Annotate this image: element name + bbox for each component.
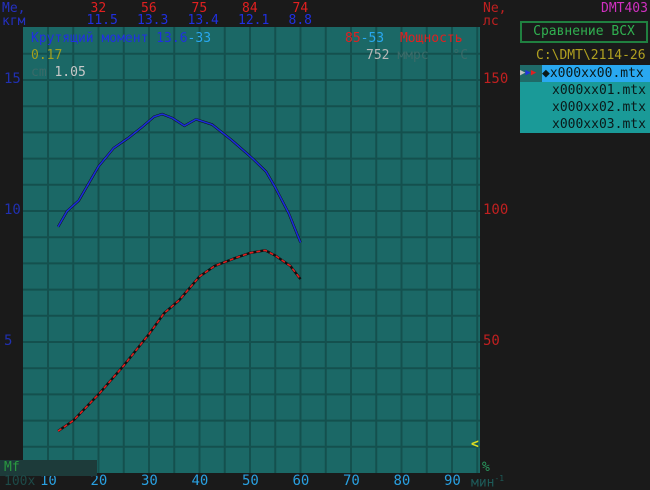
torque-legend: Крутящий момент 13.6-33: [31, 31, 212, 46]
y-right-tick: 50: [483, 333, 500, 349]
rpm-unit: мин-1: [471, 474, 505, 490]
header-torque-50: 12.1: [238, 13, 270, 28]
torque-line: [57, 113, 302, 243]
x-tick: 70: [343, 473, 360, 489]
header-power-50: 84: [242, 1, 258, 16]
x-tick: 40: [191, 473, 209, 489]
power-legend: 85-53 Мощность: [345, 31, 463, 46]
file-item[interactable]: x000xx03.mtx: [552, 117, 646, 132]
y-left-tick: 5: [4, 333, 13, 349]
header-torque-40: 13.4: [187, 13, 219, 28]
compare-button[interactable]: Сравнение ВСХ: [520, 21, 648, 43]
yellow-value: 0.17: [31, 48, 63, 63]
file-item[interactable]: x000xx01.mtx: [552, 83, 646, 98]
series-shadow: [57, 248, 302, 433]
percent-label: %: [482, 460, 490, 475]
file-item[interactable]: x000xx02.mtx: [552, 100, 646, 115]
left-unit: Me, кгм: [2, 1, 26, 29]
x-tick: 30: [141, 473, 158, 489]
selection-arrows-icon: ▶▶▶: [520, 65, 542, 82]
marker-icon[interactable]: <: [471, 437, 479, 452]
file-item[interactable]: ◆x000xx00.mtx: [520, 65, 650, 82]
cm-readout: cm 1.05: [31, 65, 86, 80]
app-title: DMT403: [601, 1, 648, 16]
right-unit: Ne, лс: [483, 1, 507, 29]
header-torque-60: 8.8: [288, 13, 312, 28]
mf-panel: Mf: [0, 460, 97, 476]
y-right-tick: 100: [483, 202, 509, 218]
power-line: [57, 249, 302, 432]
header-power-60: 74: [292, 1, 309, 16]
x-tick: 90: [444, 473, 461, 489]
x-tick: 20: [90, 473, 108, 489]
temp-readout: 752 ммрс °C: [366, 48, 469, 63]
y-left-tick: 15: [4, 71, 21, 87]
path-label: C:\DMT\2114-26: [536, 48, 646, 63]
header-torque-30: 13.3: [137, 13, 169, 28]
x-tick: 80: [393, 473, 411, 489]
header-power-20: 32: [90, 1, 107, 16]
y-right-tick: 150: [483, 71, 509, 87]
x-tick: 10: [40, 473, 57, 489]
header-torque-20: 11.5: [86, 13, 118, 28]
chart-svg: [23, 27, 480, 473]
chart-area: Крутящий момент 13.6-33 0.17 cm 1.05 85-…: [23, 27, 480, 473]
header-power-40: 75: [191, 1, 208, 16]
y-left-tick: 10: [4, 202, 21, 218]
header-power-30: 56: [141, 1, 157, 16]
file-list: ▶▶▶ ◆x000xx00.mtx x000xx01.mtx x000xx02.mt…: [520, 65, 650, 133]
scale-label: 100x: [4, 474, 36, 489]
x-tick: 50: [242, 473, 259, 489]
x-tick: 60: [292, 473, 310, 489]
